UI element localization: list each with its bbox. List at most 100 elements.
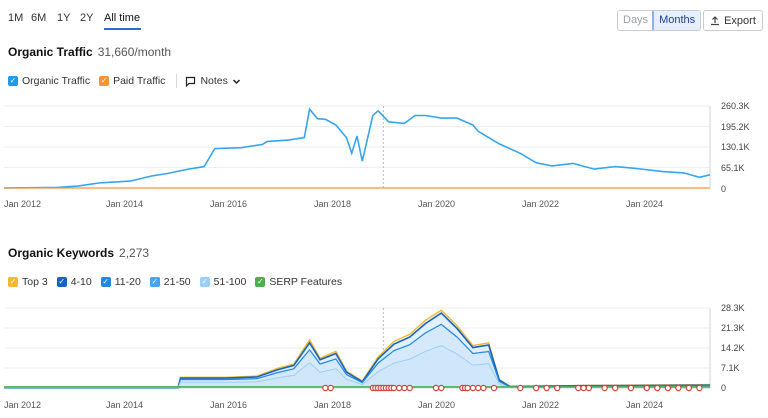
checkbox-checked-icon: ✓	[100, 277, 111, 287]
legend-label: Paid Traffic	[113, 75, 166, 87]
days-button[interactable]: Days	[618, 11, 654, 30]
google-update-marker	[406, 384, 413, 392]
traffic-title-text: Organic Traffic	[8, 45, 93, 59]
google-update-marker	[585, 384, 593, 392]
legend-serp-features[interactable]: ✓ SERP Features	[255, 276, 342, 288]
checkbox-checked-icon: ✓	[8, 277, 18, 287]
legend-paid-traffic[interactable]: ✓ Paid Traffic	[99, 75, 165, 87]
legend-11-20[interactable]: ✓ 11-20	[100, 276, 141, 288]
traffic-legend: ✓ Organic Traffic ✓ Paid Traffic Notes	[8, 74, 250, 88]
legend-organic-traffic[interactable]: ✓ Organic Traffic	[8, 75, 90, 87]
y-tick: 0	[721, 184, 727, 194]
google-update-marker	[432, 384, 440, 392]
keywords-value: 2,273	[119, 246, 150, 260]
legend-top-3[interactable]: ✓ Top 3	[8, 276, 48, 288]
legend-4-10[interactable]: ✓ 4-10	[56, 276, 92, 288]
checkbox-checked-icon: ✓	[149, 277, 160, 287]
range-tab-1y[interactable]: 1Y	[57, 12, 71, 24]
google-update-marker	[517, 384, 524, 392]
4-10-line	[4, 312, 711, 389]
y-tick: 130.1K	[721, 142, 750, 152]
google-update-marker	[611, 384, 619, 392]
checkbox-checked-icon: ✓	[99, 76, 110, 86]
export-button[interactable]: Export	[703, 10, 763, 31]
google-update-marker	[401, 384, 408, 392]
legend-label: Top 3	[22, 276, 48, 288]
google-update-marker	[395, 384, 403, 392]
google-update-marker	[543, 384, 550, 392]
google-update-marker	[390, 384, 398, 392]
export-icon	[711, 15, 720, 25]
y-tick: 28.3K	[721, 303, 745, 313]
months-button[interactable]: Months	[652, 11, 701, 30]
range-tab-6m[interactable]: 6M	[31, 12, 47, 24]
checkbox-checked-icon: ✓	[56, 277, 67, 287]
google-update-marker	[575, 384, 582, 392]
keywords-legend: ✓ Top 3 ✓ 4-10 ✓ 11-20 ✓ 21-50 ✓ 51-100 …	[8, 276, 351, 288]
google-update-marker	[474, 384, 482, 392]
x-tick: Jan 2016	[210, 199, 248, 209]
alert-marker	[664, 384, 672, 392]
traffic-value: 31,660/month	[97, 45, 172, 59]
granularity-toggle: Days Months	[617, 10, 702, 31]
google-update-marker	[464, 384, 471, 392]
range-tab-2y[interactable]: 2Y	[80, 12, 94, 24]
legend-label: Organic Traffic	[22, 75, 91, 87]
y-tick: 65.1K	[721, 163, 745, 173]
google-update-marker	[685, 384, 693, 392]
range-tab-all-time[interactable]: All time	[104, 12, 141, 24]
traffic-title: Organic Traffic 31,660/month	[8, 45, 171, 59]
organic-traffic-line	[3, 107, 711, 189]
y-tick: 0	[721, 383, 727, 393]
y-tick: 21.3K	[721, 323, 745, 333]
51-100-line	[4, 345, 711, 389]
top-3-line	[4, 309, 711, 389]
notes-label: Notes	[200, 75, 228, 87]
legend-21-50[interactable]: ✓ 21-50	[149, 276, 191, 288]
google-update-marker	[469, 384, 477, 392]
y-tick: 260.3K	[721, 101, 750, 111]
legend-label: 4-10	[70, 276, 92, 288]
google-update-marker	[643, 384, 650, 392]
google-update-marker	[327, 384, 334, 392]
x-tick: Jan 2012	[4, 400, 42, 410]
legend-label: 11-20	[114, 276, 141, 288]
google-update-marker	[675, 384, 682, 392]
legend-label: 21-50	[163, 276, 191, 288]
export-label: Export	[724, 14, 756, 27]
legend-label: 51-100	[213, 276, 247, 288]
alert-marker	[554, 384, 561, 392]
legend-51-100[interactable]: ✓ 51-100	[199, 276, 247, 288]
google-update-marker	[438, 384, 445, 392]
checkbox-checked-icon: ✓	[199, 277, 210, 287]
x-tick: Jan 2012	[4, 199, 42, 209]
range-tab-1m[interactable]: 1M	[8, 12, 24, 24]
google-update-marker	[532, 384, 540, 392]
google-update-marker	[601, 384, 608, 392]
active-range-indicator	[104, 28, 141, 30]
x-tick: Jan 2022	[522, 400, 560, 410]
legend-divider	[176, 74, 178, 88]
checkbox-checked-icon: ✓	[8, 76, 18, 86]
11-20-line	[4, 323, 711, 389]
google-update-marker	[654, 384, 661, 392]
x-tick: Jan 2024	[626, 400, 664, 410]
notes-icon	[186, 76, 196, 87]
google-update-marker	[627, 384, 635, 392]
legend-label: SERP Features	[269, 276, 343, 288]
keywords-title: Organic Keywords 2,273	[8, 246, 149, 260]
x-tick: Jan 2020	[418, 400, 456, 410]
organic-keywords-chart	[4, 307, 711, 392]
x-tick: Jan 2016	[210, 400, 248, 410]
google-update-marker	[490, 384, 498, 392]
x-tick: Jan 2022	[522, 199, 560, 209]
keywords-title-text: Organic Keywords	[8, 246, 115, 260]
notes-dropdown[interactable]: Notes	[185, 75, 240, 87]
organic-traffic-chart	[3, 105, 711, 189]
google-update-marker	[322, 384, 329, 392]
google-update-marker	[480, 384, 487, 392]
chevron-down-icon	[232, 78, 240, 84]
google-update-marker	[580, 384, 587, 392]
x-tick: Jan 2020	[418, 199, 456, 209]
x-tick: Jan 2014	[106, 199, 144, 209]
